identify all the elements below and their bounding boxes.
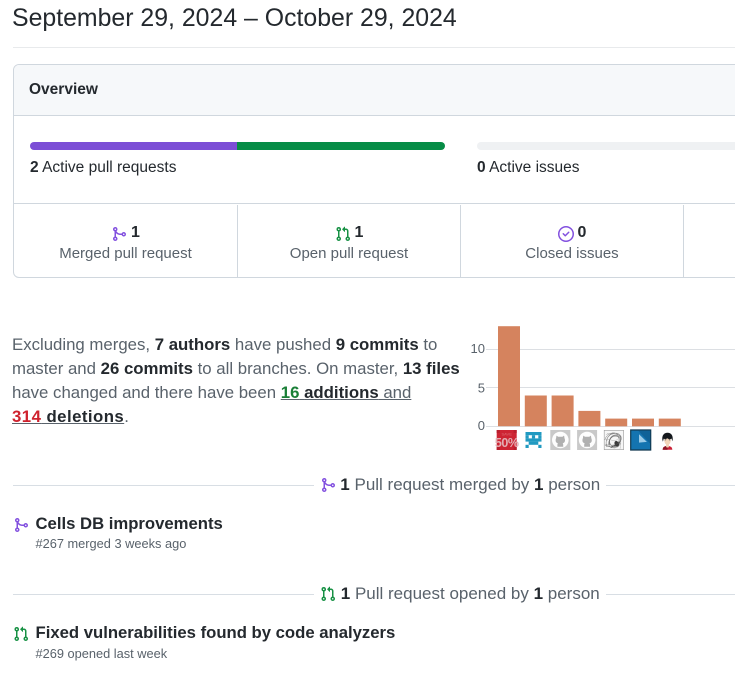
svg-text:SAVE: SAVE — [502, 432, 513, 437]
svg-text:50%: 50% — [495, 436, 519, 450]
svg-text:10: 10 — [471, 341, 485, 356]
svg-text:0: 0 — [478, 418, 485, 433]
svg-text:5: 5 — [478, 381, 485, 396]
